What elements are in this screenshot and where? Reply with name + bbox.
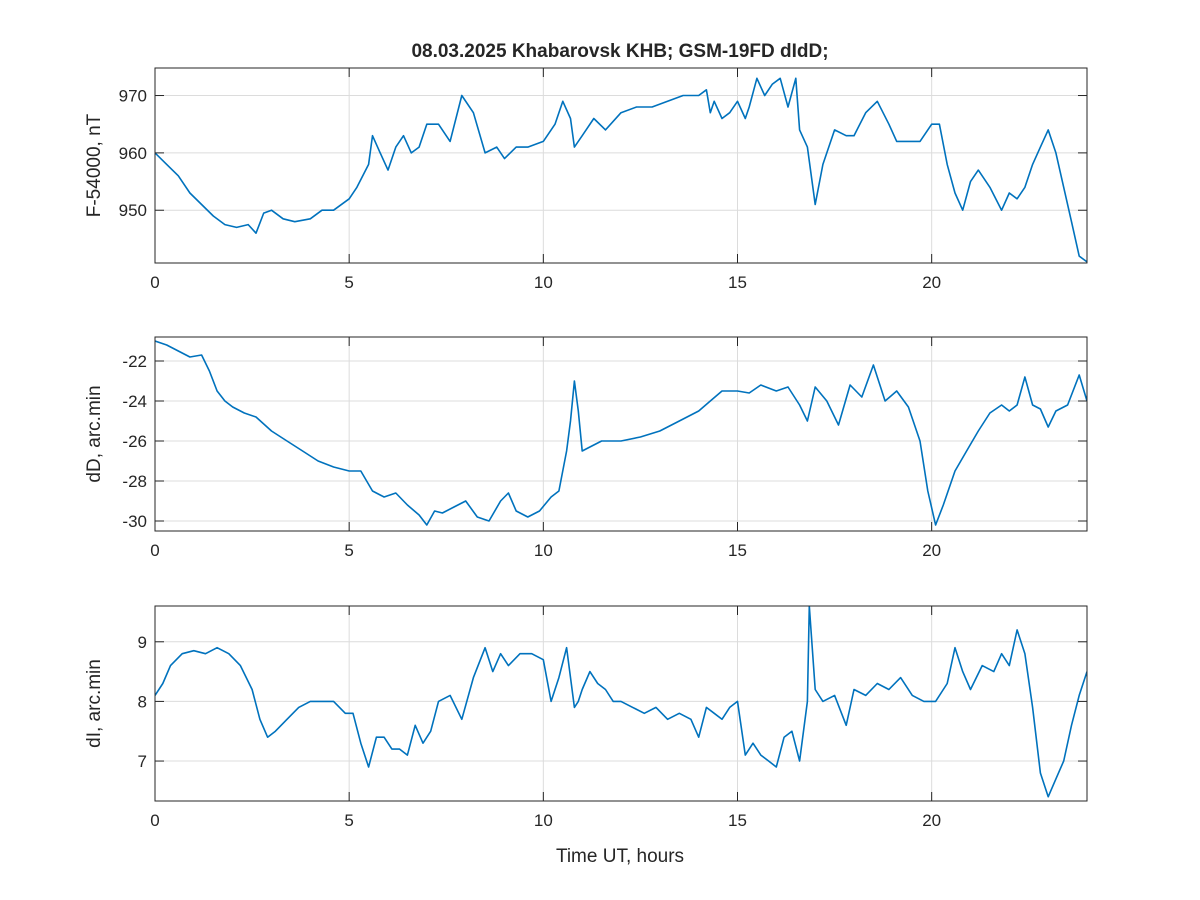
x-tick-label: 5	[344, 811, 353, 830]
y-tick-label: 970	[119, 87, 147, 106]
plot-area	[155, 606, 1087, 801]
y-tick-label: -26	[122, 432, 147, 451]
series-line-F	[155, 77, 1087, 263]
y-axis-label: dD, arc.min	[84, 385, 105, 482]
y-axis-label: dI, arc.min	[84, 659, 105, 748]
y-axis-label: F-54000, nT	[84, 113, 105, 217]
y-tick-label: -28	[122, 472, 147, 491]
series-line-dI	[155, 606, 1087, 798]
y-tick-label: 9	[138, 633, 147, 652]
axes-box	[154, 605, 1088, 802]
subplot-dD: 0 5 10 15 20 -30 -28 -26 -24 -22 dD, arc.min	[84, 336, 1088, 560]
x-tick-label: 10	[534, 541, 553, 560]
y-tick-label: 7	[138, 752, 147, 771]
x-tick-label: 15	[728, 541, 747, 560]
axes-box	[154, 67, 1088, 264]
x-tick-label: 5	[344, 273, 353, 292]
x-tick-label: 15	[728, 273, 747, 292]
y-tick-label: 950	[119, 201, 147, 220]
x-tick-label: 20	[922, 273, 941, 292]
y-tick-label: -24	[122, 392, 147, 411]
y-tick-label: -30	[122, 512, 147, 531]
plot-area	[155, 337, 1087, 531]
x-tick-label: 0	[150, 811, 159, 830]
x-tick-label: 20	[922, 541, 941, 560]
series-line-dD	[155, 340, 1087, 526]
x-tick-label: 10	[534, 811, 553, 830]
x-tick-label: 0	[150, 541, 159, 560]
subplot-dI: 0 5 10 15 20 7 8 9 dI, arc.min	[84, 605, 1088, 830]
x-tick-label: 15	[728, 811, 747, 830]
subplot-F: 0 5 10 15 20 950 960 970 F-54000, nT	[84, 67, 1088, 292]
y-tick-label: -22	[122, 352, 147, 371]
x-tick-label: 5	[344, 541, 353, 560]
axes-box	[154, 336, 1088, 532]
y-tick-label: 960	[119, 144, 147, 163]
y-tick-label: 8	[138, 692, 147, 711]
x-tick-label: 20	[922, 811, 941, 830]
x-tick-label: 10	[534, 273, 553, 292]
figure-title: 08.03.2025 Khabarovsk KHB; GSM-19FD dIdD…	[411, 41, 828, 62]
x-axis-label: Time UT, hours	[556, 846, 684, 867]
x-tick-label: 0	[150, 273, 159, 292]
